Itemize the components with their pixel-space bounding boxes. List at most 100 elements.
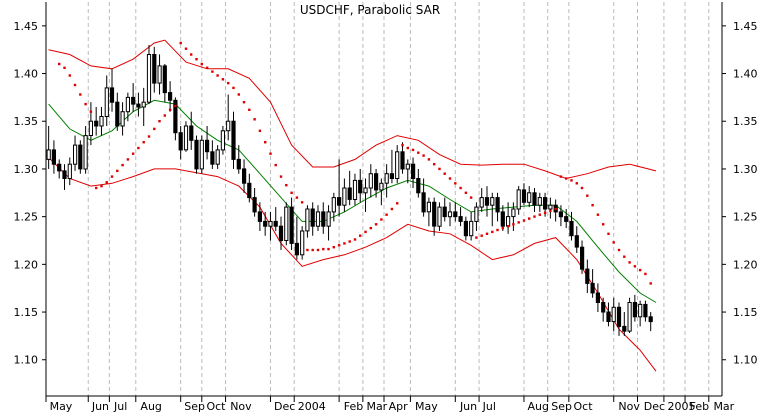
candle-body-up	[183, 125, 189, 151]
x-tick-label: Oct	[206, 400, 226, 412]
sar-dot	[100, 184, 103, 188]
candle	[516, 186, 521, 215]
sar-dot	[454, 182, 457, 185]
candle	[115, 92, 120, 131]
candle	[606, 302, 611, 327]
sar-dot	[211, 70, 214, 73]
candle-body-down	[278, 225, 284, 241]
axes	[42, 2, 726, 402]
candle	[310, 202, 315, 236]
candle	[342, 178, 347, 212]
x-tick-label: 2005	[667, 400, 695, 412]
sar-dot	[216, 74, 219, 77]
sar-dot	[142, 141, 145, 144]
candle	[358, 168, 363, 203]
candle-body-down	[601, 302, 606, 313]
candle-body-up	[479, 197, 484, 208]
candle-body-down	[289, 206, 294, 244]
candle-body-up	[405, 163, 410, 170]
candle	[632, 294, 637, 322]
sar-dot	[607, 232, 610, 235]
sar-dot	[533, 215, 536, 218]
x-tick-label: Jun	[459, 400, 477, 412]
candle-body-down	[337, 197, 342, 206]
sar-dot	[258, 129, 262, 132]
candle	[67, 157, 72, 186]
sar-dot	[190, 53, 193, 56]
sar-dot	[644, 272, 647, 276]
candle	[73, 135, 78, 171]
sar-dot	[649, 282, 652, 285]
candle-body-down	[442, 206, 447, 218]
candle-body-down	[252, 197, 257, 213]
candle-body-up	[284, 206, 289, 242]
candle-body-down	[580, 246, 585, 270]
candle	[131, 83, 136, 112]
candle-body-up	[104, 87, 109, 118]
sar-dot	[438, 167, 441, 171]
candle-body-down	[374, 173, 379, 191]
y-tick-label-right: 1.15	[733, 306, 758, 319]
candle	[447, 202, 453, 227]
grid-lines	[45, 2, 710, 396]
candle-body-down	[622, 325, 627, 332]
sar-dot	[337, 244, 341, 247]
y-tick-label-left: 1.45	[14, 20, 39, 33]
candle-body-down	[411, 163, 416, 179]
sar-dot	[195, 58, 198, 61]
upper-band-line	[48, 39, 657, 180]
candle	[252, 188, 257, 217]
candle	[622, 312, 627, 336]
sar-dot	[554, 207, 557, 211]
sar-dot	[184, 47, 188, 50]
sar-dot	[591, 204, 594, 207]
candle	[405, 159, 410, 184]
candle-body-down	[648, 316, 653, 323]
candle	[585, 259, 590, 293]
candle	[120, 102, 125, 136]
sar-dot	[348, 240, 351, 243]
candle-body-up	[83, 135, 88, 170]
candle	[442, 197, 447, 222]
candle-body-up	[384, 173, 389, 184]
sar-dot	[427, 158, 431, 161]
x-tick-label: Nov	[618, 400, 640, 412]
y-tick-label-left: 1.35	[14, 115, 39, 128]
sar-dot	[638, 268, 642, 272]
candle	[384, 164, 389, 198]
candle-body-down	[453, 211, 458, 218]
candle-body-down	[532, 192, 537, 206]
y-tick-label-right: 1.45	[733, 20, 758, 33]
candle-body-up	[215, 149, 220, 165]
candle	[278, 216, 284, 251]
candle	[210, 140, 215, 169]
candle-body-up	[120, 111, 125, 127]
sar-dot	[448, 177, 452, 180]
x-tick-label: Feb	[344, 400, 363, 412]
candle-body-down	[358, 179, 363, 194]
candle	[416, 168, 421, 198]
candle	[437, 202, 442, 231]
sar-dot	[232, 86, 235, 90]
sar-dot	[84, 102, 87, 106]
candle	[326, 205, 331, 241]
sar-dot	[617, 248, 621, 252]
candle-body-down	[189, 125, 194, 141]
sar-dot	[385, 213, 388, 216]
candle	[205, 126, 210, 160]
candle	[321, 202, 326, 234]
candle	[57, 159, 62, 179]
candle	[62, 164, 67, 190]
candle-body-up	[548, 204, 553, 210]
candle	[601, 297, 606, 322]
candle	[146, 44, 152, 105]
sar-dot	[110, 175, 114, 178]
candle	[574, 226, 579, 253]
sar-dot	[464, 191, 468, 194]
candle	[305, 205, 310, 238]
candle-body-down	[57, 163, 62, 172]
sar-dot	[390, 207, 394, 211]
sar-dot	[491, 230, 494, 234]
candle-body-up	[368, 173, 373, 189]
